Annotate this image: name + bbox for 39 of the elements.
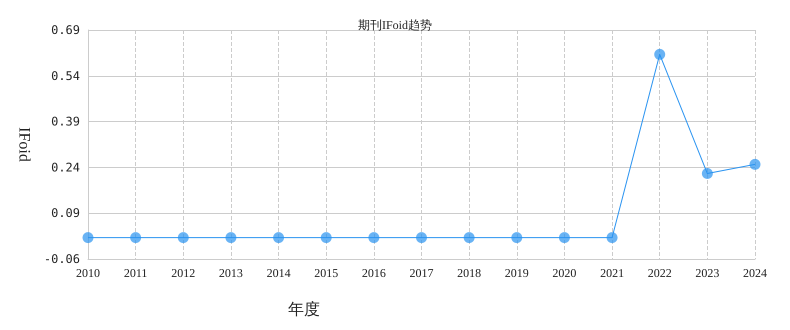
- y-tick-label: 0.54: [51, 68, 80, 83]
- x-tick-label: 2010: [76, 266, 100, 280]
- y-tick-label: 0.39: [51, 114, 80, 129]
- x-axis-title: 年度: [288, 300, 320, 318]
- point: [702, 168, 713, 180]
- y-tick-label: 0.69: [51, 23, 80, 37]
- point: [368, 232, 380, 244]
- point: [511, 232, 522, 244]
- point: [654, 48, 666, 60]
- y-tick-label: 0.24: [51, 160, 80, 174]
- point: [178, 232, 189, 244]
- y-tick-label: -0.06: [44, 252, 80, 266]
- chart-title: 期刊IFoid趋势: [358, 18, 432, 32]
- point: [320, 232, 332, 244]
- point: [130, 232, 142, 244]
- y-tick-label: 0.09: [51, 206, 80, 220]
- x-tick-label: 2020: [552, 266, 576, 280]
- x-tick-label: 2017: [410, 266, 434, 280]
- x-tick-label: 2021: [600, 266, 624, 280]
- point: [273, 232, 284, 244]
- x-tick-label: 2019: [504, 266, 529, 280]
- point: [416, 232, 427, 244]
- x-tick-label: 2022: [648, 266, 672, 280]
- x-tick-label: 2016: [362, 266, 386, 280]
- x-tick-label: 2024: [743, 266, 767, 280]
- point: [82, 232, 94, 244]
- point: [606, 232, 618, 244]
- x-tick-label: 2013: [218, 266, 243, 280]
- point: [225, 232, 236, 244]
- x-tick-label: 2014: [266, 266, 291, 280]
- point: [558, 232, 570, 244]
- x-tick-label: 2011: [124, 266, 148, 280]
- point: [464, 232, 475, 244]
- x-tick-label: 2023: [695, 266, 720, 280]
- x-tick-label: 2018: [457, 266, 482, 280]
- x-tick-label: 2012: [171, 266, 196, 280]
- y-axis-title: IFoid: [16, 127, 32, 162]
- point: [750, 158, 760, 170]
- x-tick-label: 2015: [314, 266, 338, 280]
